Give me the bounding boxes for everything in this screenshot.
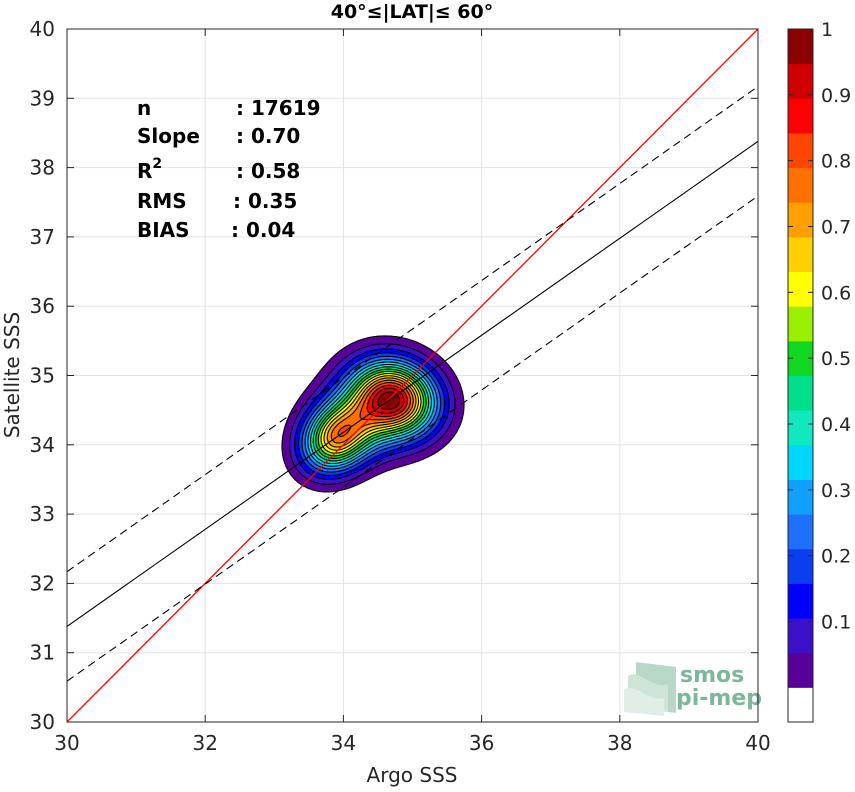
colorbar-swatch (788, 653, 813, 688)
colorbar: 0.1 0.2 0.3 0.4 0.5 0.6 0.7 0.8 0.9 1 (788, 19, 851, 723)
x-tick-label: 38 (607, 731, 632, 755)
stat-value-n: : 17619 (236, 96, 321, 120)
y-tick-label: 38 (30, 156, 55, 180)
x-tick-label: 40 (745, 731, 770, 755)
stat-value-bias: : 0.04 (231, 218, 295, 242)
colorbar-swatch (788, 29, 813, 64)
colorbar-swatch (788, 98, 813, 133)
stat-label-n: n (137, 96, 151, 120)
colorbar-swatch (788, 272, 813, 307)
colorbar-swatch (788, 168, 813, 203)
y-tick-label: 33 (30, 502, 55, 526)
y-tick-label: 30 (30, 710, 55, 734)
colorbar-swatch (788, 687, 813, 722)
colorbar-tick-label: 0.2 (821, 546, 851, 568)
colorbar-swatch (788, 549, 813, 584)
x-tick-label: 32 (192, 731, 217, 755)
colorbar-swatch (788, 237, 813, 272)
stat-label-slope: Slope (137, 124, 200, 148)
chart-title: 40°≤|LAT|≤ 60° (331, 1, 494, 23)
colorbar-swatch (788, 202, 813, 237)
watermark-pi-mep: pi-mep (676, 686, 762, 711)
x-tick-label: 34 (331, 731, 356, 755)
colorbar-swatch (788, 445, 813, 480)
watermark-smos: smos (680, 663, 744, 688)
colorbar-tick-label: 0.5 (821, 348, 851, 370)
colorbar-tick-label: 0.1 (821, 612, 851, 634)
colorbar-tick-label: 0.4 (821, 414, 851, 436)
colorbar-tick-label: 0.6 (821, 282, 851, 304)
colorbar-tick-label: 0.9 (821, 85, 851, 107)
stat-value-slope: : 0.70 (236, 124, 300, 148)
colorbar-swatch (788, 583, 813, 618)
colorbar-swatch (788, 376, 813, 411)
y-tick-label: 34 (30, 433, 55, 457)
colorbar-swatch (788, 133, 813, 168)
y-tick-label: 37 (30, 225, 55, 249)
y-tick-label: 36 (30, 294, 55, 318)
colorbar-tick-label: 0.3 (821, 480, 851, 502)
y-tick-label: 35 (30, 364, 55, 388)
stat-value-rms: : 0.35 (233, 189, 297, 213)
y-tick-label: 40 (30, 17, 55, 41)
colorbar-swatch (788, 479, 813, 514)
smos-pi-mep-logo: smos pi-mep (624, 662, 762, 716)
y-axis-label: Satellite SSS (0, 312, 24, 438)
x-tick-label: 30 (54, 731, 79, 755)
stat-value-r: : 0.58 (236, 159, 300, 183)
y-tick-label: 32 (30, 571, 55, 595)
stat-label-bias: BIAS (137, 218, 190, 242)
y-tick-label: 39 (30, 86, 55, 110)
y-tick-label: 31 (30, 641, 55, 665)
stat-label-superscript: 2 (152, 156, 162, 172)
colorbar-tick-label: 0.8 (821, 151, 851, 173)
colorbar-swatch (788, 306, 813, 341)
colorbar-swatch (788, 410, 813, 445)
colorbar-swatch (788, 64, 813, 99)
stat-label-rms: RMS (137, 189, 187, 213)
x-axis-label: Argo SSS (367, 763, 458, 787)
colorbar-tick-label: 1 (821, 19, 833, 41)
colorbar-tick-label: 0.7 (821, 217, 851, 239)
colorbar-swatch (788, 514, 813, 549)
x-tick-label: 36 (469, 731, 494, 755)
colorbar-swatch (788, 618, 813, 653)
